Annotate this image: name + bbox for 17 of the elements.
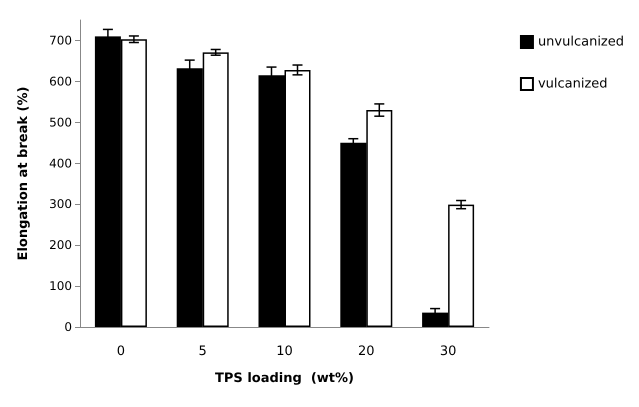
y-axis-title: Elongation at break (%) [16,86,31,260]
x-tick-label: 0 [116,344,126,359]
y-tick-label: 700 [49,33,72,48]
y-tick-label: 500 [49,115,72,130]
x-tick-label: 30 [440,344,456,359]
x-tick-label: 10 [276,344,293,359]
legend-label: vulcanized [538,76,608,92]
y-tick-label: 600 [49,74,72,88]
x-tick-label: 20 [358,344,375,359]
legend-label: unvulcanized [538,34,624,50]
x-tick-label: 5 [198,344,207,359]
y-tick-label: 0 [64,320,72,334]
y-tick-label: 100 [49,279,72,294]
y-tick-label: 200 [49,238,72,252]
y-tick-label: 400 [49,156,72,170]
y-tick-label: 300 [49,197,72,212]
x-axis-title: TPS loading (wt%) [215,371,354,386]
